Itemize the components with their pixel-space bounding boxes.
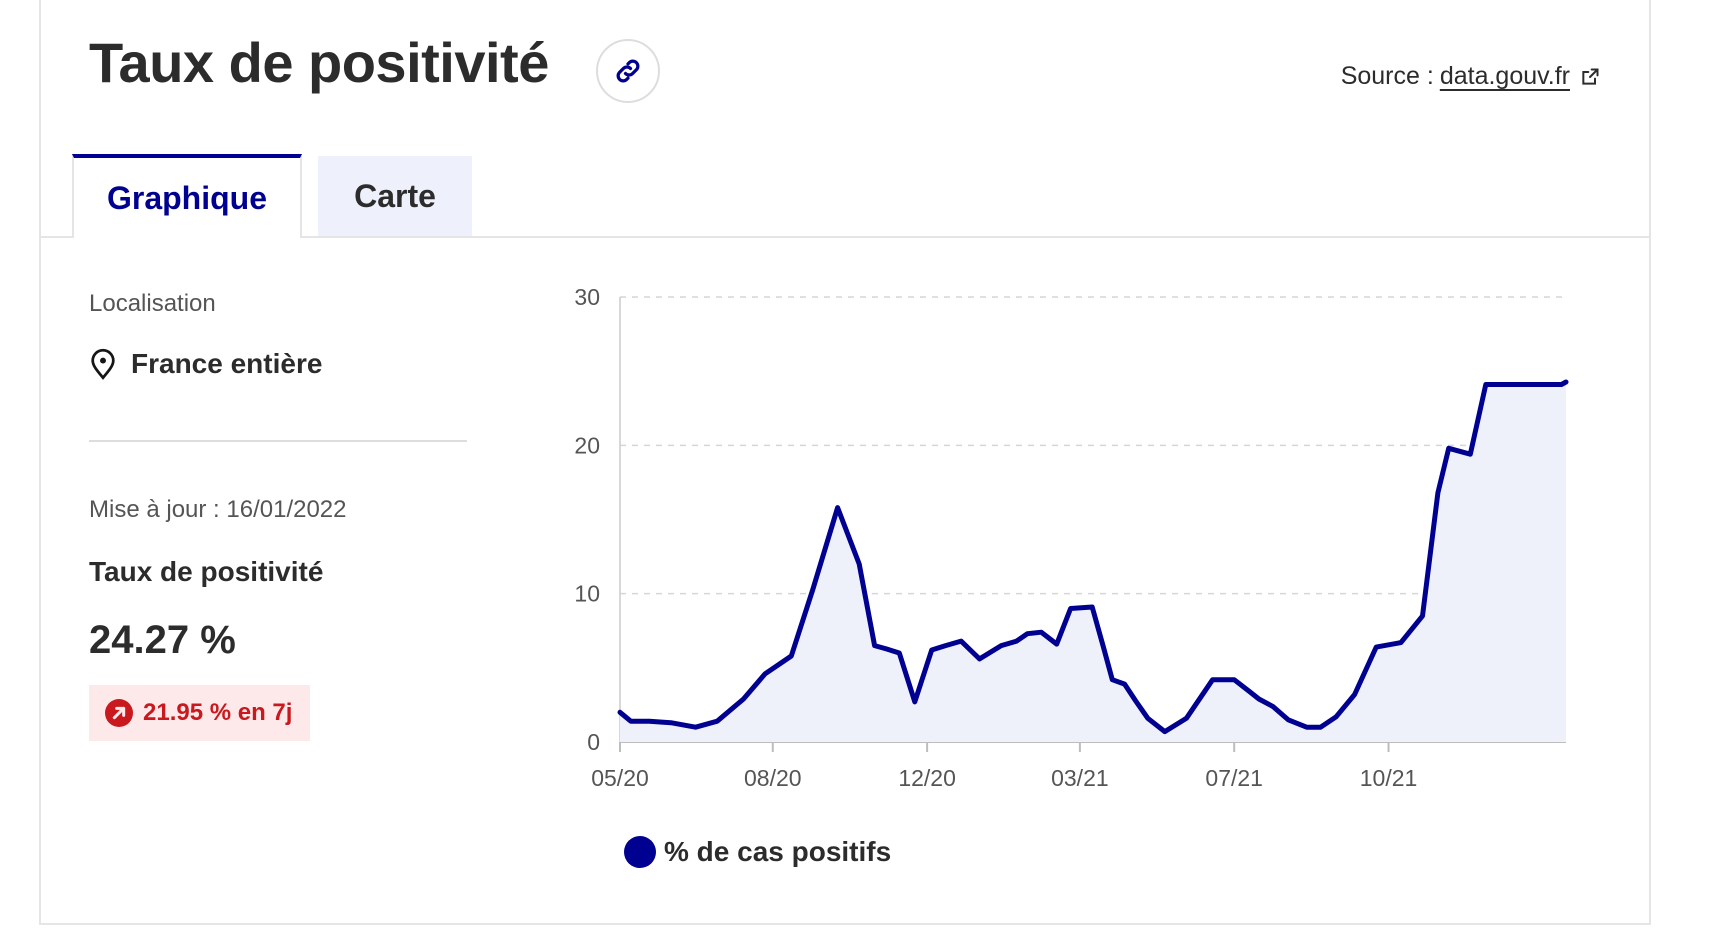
- metric-value: 24.27 %: [89, 618, 236, 662]
- y-tick-label: 10: [574, 581, 600, 607]
- map-pin-icon: [91, 348, 115, 380]
- source-prefix: Source :: [1340, 62, 1434, 90]
- chart-legend: % de cas positifs: [624, 836, 891, 868]
- legend-label: % de cas positifs: [664, 836, 892, 867]
- source-info: Source : data.gouv.fr: [1341, 62, 1600, 91]
- trend-badge: 21.95 % en 7j: [89, 685, 311, 741]
- x-tick-label: 10/21: [1360, 765, 1418, 791]
- update-date: Mise à jour : 16/01/2022: [89, 496, 347, 523]
- series-line: [617, 379, 1569, 735]
- source-link-label: data.gouv.fr: [1439, 62, 1570, 90]
- location-value: France entière: [131, 348, 323, 379]
- metric-label: Taux de positivité: [89, 556, 324, 587]
- trend-text: 21.95 % en 7j: [143, 699, 293, 726]
- legend-dot: [624, 836, 656, 868]
- x-tick-label: 08/20: [744, 765, 802, 791]
- arrow-up-right-icon: [105, 699, 133, 727]
- location-label: Localisation: [89, 290, 216, 317]
- sidebar-divider: [89, 440, 467, 442]
- series-area: [620, 382, 1566, 742]
- location-selector[interactable]: France entière: [89, 348, 469, 380]
- tab-bar: Graphique Carte: [72, 154, 472, 238]
- y-tick-label: 0: [587, 729, 600, 755]
- tab-divider: [39, 236, 1651, 238]
- location-panel: Localisation France entière: [89, 290, 469, 380]
- x-tick-label: 12/20: [898, 765, 956, 791]
- positivity-chart: 0 10 20 30 05/20 08/20 12/20 03/21 07/21 10/21: [574, 284, 1569, 791]
- copy-link-button[interactable]: [596, 39, 660, 103]
- indicator-card: [39, 0, 1651, 925]
- link-icon: [616, 59, 640, 83]
- x-tick-label: 07/21: [1205, 765, 1263, 791]
- tab-carte[interactable]: Carte: [318, 156, 472, 236]
- tab-graphique[interactable]: Graphique: [72, 154, 302, 238]
- y-tick-label: 30: [574, 284, 600, 310]
- x-tick-label: 05/20: [591, 765, 649, 791]
- page-title: Taux de positivité: [89, 31, 549, 94]
- x-tick-label: 03/21: [1051, 765, 1109, 791]
- source-link[interactable]: data.gouv.fr: [1440, 62, 1600, 91]
- external-link-icon: [1582, 68, 1599, 85]
- y-tick-label: 20: [574, 432, 600, 458]
